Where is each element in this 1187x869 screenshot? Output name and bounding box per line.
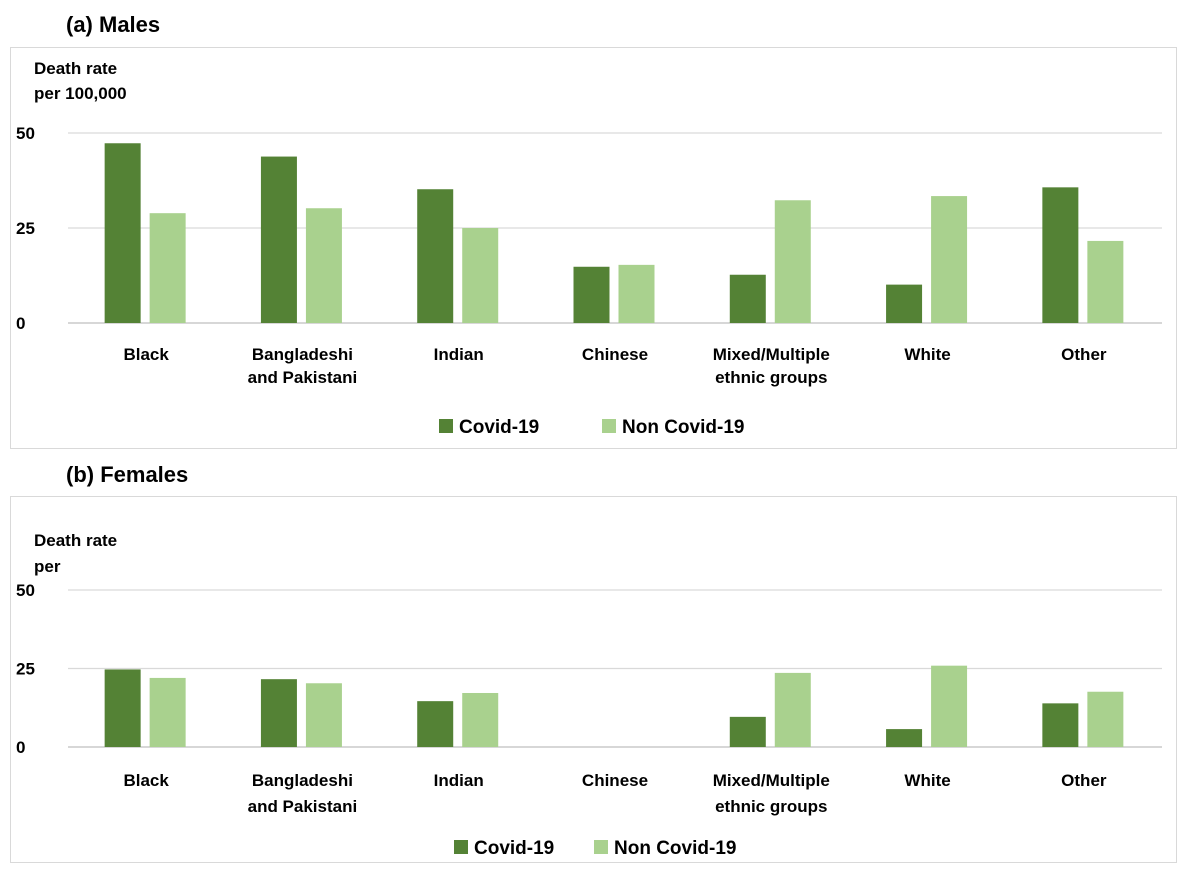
y-tick-label: 0 [16,738,25,757]
y-tick-label: 50 [16,124,35,143]
chart-females: Death rate per 0 25 50 Black Bangladeshi and Pa… [10,496,1177,863]
bar-non-covid-19-4 [774,200,811,323]
bar-non-covid-19-2 [462,692,499,747]
bar-non-covid-19-1 [305,208,342,323]
y-tick-label: 25 [16,660,35,679]
bar-non-covid-19-6 [1087,240,1124,323]
x-tick-label: and Pakistani [248,368,358,387]
x-tick-label: White [904,771,950,790]
bar-non-covid-19-3 [618,264,655,323]
legend-swatch [602,419,616,433]
x-tick-label: Other [1061,771,1107,790]
legend-swatch [594,840,608,854]
legend-label: Covid-19 [459,417,539,438]
bar-covid-19-6 [1042,703,1079,747]
bar-covid-19-3 [573,266,610,323]
x-tick-label: Indian [434,345,484,364]
bar-non-covid-19-2 [462,228,499,323]
legend-label: Non Covid-19 [614,838,736,859]
bar-covid-19-4 [729,274,766,323]
x-tick-label: White [904,345,950,364]
bar-non-covid-19-0 [149,677,186,747]
x-tick-label: ethnic groups [715,368,827,387]
bar-non-covid-19-5 [931,196,968,323]
bar-covid-19-5 [886,284,923,323]
bar-non-covid-19-5 [931,665,968,747]
bar-covid-19-4 [729,716,766,747]
bar-covid-19-5 [886,729,923,747]
x-tick-label: Other [1061,345,1107,364]
y-axis-label: Death rate [34,59,117,78]
x-tick-label: Mixed/Multiple [713,345,830,364]
legend-label: Covid-19 [474,838,554,859]
x-tick-label: ethnic groups [715,797,827,816]
bar-non-covid-19-6 [1087,691,1124,747]
bar-covid-19-0 [104,143,141,323]
y-axis-label: per [34,557,61,576]
x-tick-label: and Pakistani [248,797,358,816]
y-tick-label: 50 [16,581,35,600]
bar-covid-19-1 [260,679,297,747]
x-tick-label: Black [123,345,169,364]
chart-svg: Death rate per 0 25 50 Black Bangladeshi and Pa… [16,531,1162,859]
bar-non-covid-19-0 [149,213,186,323]
y-axis-label: per 100,000 [34,84,127,103]
legend-swatch [439,419,453,433]
bar-covid-19-1 [260,156,297,323]
legend-label: Non Covid-19 [622,417,744,438]
bar-covid-19-2 [417,701,454,747]
bar-non-covid-19-4 [774,672,811,747]
panel-title-females: (b) Females [66,462,189,487]
chart-svg: Death rate per 100,000 0 25 50 Black Banglades… [16,59,1162,438]
bar-covid-19-0 [104,669,141,747]
x-tick-label: Chinese [582,345,648,364]
y-tick-label: 25 [16,219,35,238]
x-tick-label: Bangladeshi [252,345,353,364]
x-tick-label: Chinese [582,771,648,790]
bar-covid-19-6 [1042,187,1079,323]
x-tick-label: Black [123,771,169,790]
bar-non-covid-19-1 [305,683,342,747]
chart-males: Death rate per 100,000 0 25 50 Black Banglades… [10,47,1177,449]
bar-covid-19-2 [417,189,454,323]
legend-swatch [454,840,468,854]
x-tick-label: Indian [434,771,484,790]
panel-title-males: (a) Males [66,12,161,37]
y-axis-label: Death rate [34,531,117,550]
x-tick-label: Bangladeshi [252,771,353,790]
x-tick-label: Mixed/Multiple [713,771,830,790]
y-tick-label: 0 [16,314,25,333]
